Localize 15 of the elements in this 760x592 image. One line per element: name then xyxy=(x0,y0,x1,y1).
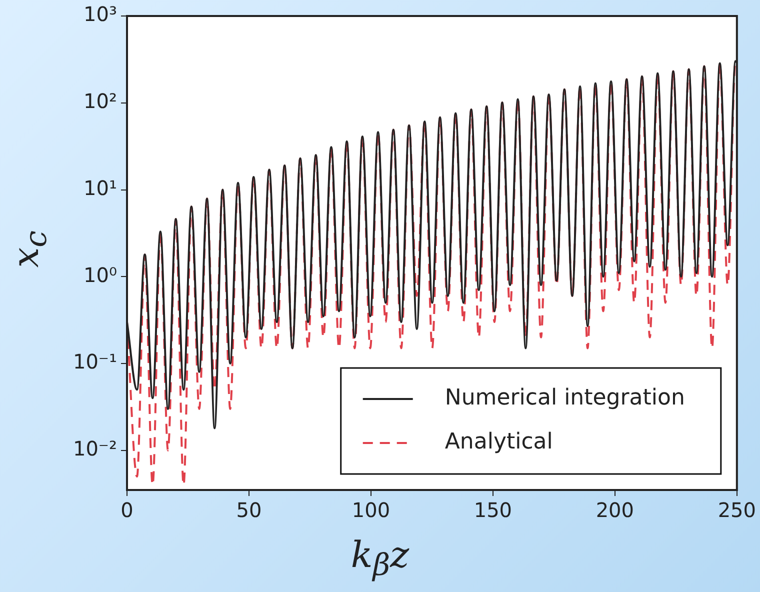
y-tick-label: 10⁻¹ xyxy=(72,350,117,374)
legend-label: Analytical xyxy=(444,430,553,455)
x-tick-label: 250 xyxy=(718,498,756,522)
y-tick-label: 10³ xyxy=(84,2,117,26)
x-tick-label: 200 xyxy=(596,498,634,522)
x-tick-label: 150 xyxy=(474,498,512,522)
x-tick-label: 0 xyxy=(120,498,134,522)
y-tick-label: 10¹ xyxy=(84,176,117,200)
y-tick-label: 10² xyxy=(84,89,117,114)
x-tick-label: 100 xyxy=(352,498,390,522)
legend-label: Numerical integration xyxy=(444,386,685,411)
x-axis-title: k$_{β}$z xyxy=(350,535,410,584)
y-tick-label: 10⁰ xyxy=(84,262,117,287)
y-tick-label: 10⁻² xyxy=(72,436,117,461)
x-tick-label: 50 xyxy=(236,498,262,522)
